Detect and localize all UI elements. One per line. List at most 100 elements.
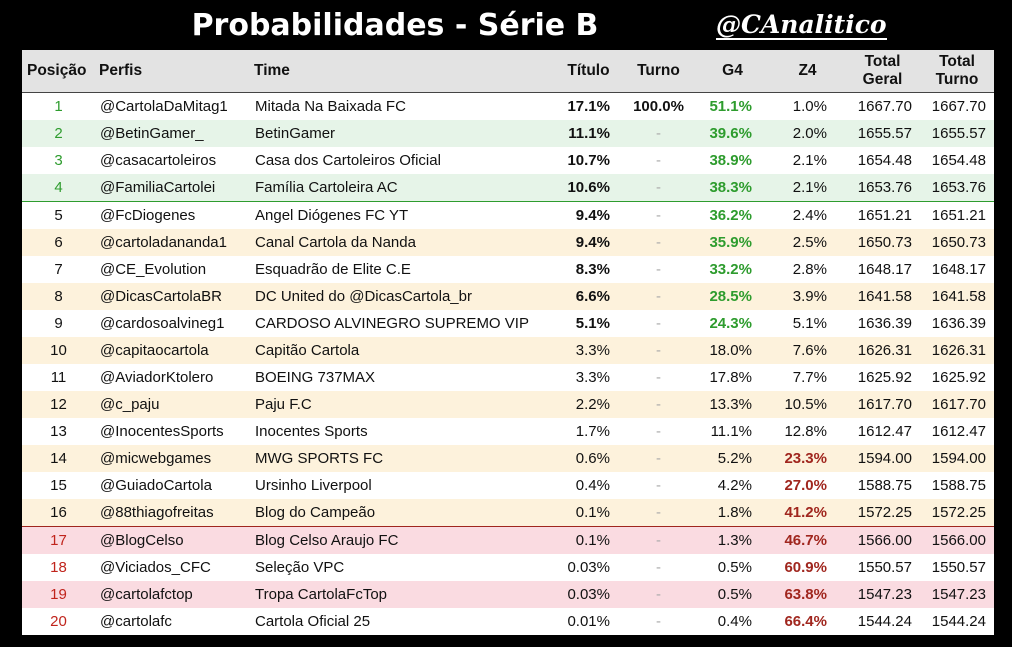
cell: - xyxy=(622,229,695,256)
cell: 39.6% xyxy=(695,120,770,147)
cell: 4.2% xyxy=(695,472,770,499)
cell: - xyxy=(622,391,695,418)
cell: 10.6% xyxy=(555,174,622,202)
cell: - xyxy=(622,201,695,229)
cell: @casacartoleiros xyxy=(95,147,250,174)
cell: 5 xyxy=(22,201,95,229)
cell: BOEING 737MAX xyxy=(250,364,555,391)
cell: Ursinho Liverpool xyxy=(250,472,555,499)
cell: 1572.25 xyxy=(920,499,994,527)
cell: 23.3% xyxy=(770,445,845,472)
cell: - xyxy=(622,283,695,310)
cell: Inocentes Sports xyxy=(250,418,555,445)
cell: CARDOSO ALVINEGRO SUPREMO VIP xyxy=(250,310,555,337)
cell: 5.2% xyxy=(695,445,770,472)
cell: 1566.00 xyxy=(845,526,920,554)
table-row: 15 @GuiadoCartola Ursinho Liverpool 0.4% -4.… xyxy=(22,472,994,499)
cell: 46.7% xyxy=(770,526,845,554)
cell: 7 xyxy=(22,256,95,283)
cell: - xyxy=(622,310,695,337)
brand: @CAnalitico xyxy=(716,10,887,40)
cell: 100.0% xyxy=(622,92,695,120)
cell: 33.2% xyxy=(695,256,770,283)
cell: @88thiagofreitas xyxy=(95,499,250,527)
cell: 1.0% xyxy=(770,92,845,120)
cell: 1654.48 xyxy=(845,147,920,174)
cell: Tropa CartolaFcTop xyxy=(250,581,555,608)
cell: Canal Cartola da Nanda xyxy=(250,229,555,256)
cell: 1625.92 xyxy=(845,364,920,391)
cell: 1625.92 xyxy=(920,364,994,391)
cell: 1588.75 xyxy=(845,472,920,499)
column-header: Perfis xyxy=(95,50,250,93)
cell: 2.0% xyxy=(770,120,845,147)
cell: MWG SPORTS FC xyxy=(250,445,555,472)
cell: 1667.70 xyxy=(920,92,994,120)
cell: 1612.47 xyxy=(920,418,994,445)
cell: 36.2% xyxy=(695,201,770,229)
cell: - xyxy=(622,147,695,174)
table-body: 1 @CartolaDaMitag1 Mitada Na Baixada FC 17.… xyxy=(22,92,994,635)
cell: @c_paju xyxy=(95,391,250,418)
cell: @FcDiogenes xyxy=(95,201,250,229)
table-row: 6 @cartoladananda1 Canal Cartola da Nanda 9… xyxy=(22,229,994,256)
table-row: 13 @InocentesSports Inocentes Sports 1.7% -1… xyxy=(22,418,994,445)
table-row: 17 @BlogCelso Blog Celso Araujo FC 0.1% -1.3… xyxy=(22,526,994,554)
cell: - xyxy=(622,499,695,527)
cell: 1588.75 xyxy=(920,472,994,499)
cell: 1667.70 xyxy=(845,92,920,120)
cell: 14 xyxy=(22,445,95,472)
cell: - xyxy=(622,445,695,472)
cell: 0.01% xyxy=(555,608,622,635)
cell: 1655.57 xyxy=(920,120,994,147)
table-row: 11 @AviadorKtolero BOEING 737MAX 3.3% -17.8%… xyxy=(22,364,994,391)
cell: 20 xyxy=(22,608,95,635)
cell: 1636.39 xyxy=(920,310,994,337)
cell: 1572.25 xyxy=(845,499,920,527)
cell: 1544.24 xyxy=(845,608,920,635)
cell: @AviadorKtolero xyxy=(95,364,250,391)
cell: 60.9% xyxy=(770,554,845,581)
cell: Mitada Na Baixada FC xyxy=(250,92,555,120)
cell: 2.1% xyxy=(770,174,845,202)
cell: - xyxy=(622,337,695,364)
table-row: 20 @cartolafc Cartola Oficial 25 0.01% -0.4%… xyxy=(22,608,994,635)
cell: @DicasCartolaBR xyxy=(95,283,250,310)
cell: 0.1% xyxy=(555,526,622,554)
cell: 1617.70 xyxy=(845,391,920,418)
cell: @FamiliaCartolei xyxy=(95,174,250,202)
cell: DC United do @DicasCartola_br xyxy=(250,283,555,310)
cell: 1544.24 xyxy=(920,608,994,635)
cell: 0.4% xyxy=(555,472,622,499)
cell: 1641.58 xyxy=(920,283,994,310)
cell: 8 xyxy=(22,283,95,310)
cell: 9.4% xyxy=(555,201,622,229)
cell: 1648.17 xyxy=(845,256,920,283)
cell: 2.2% xyxy=(555,391,622,418)
cell: 1550.57 xyxy=(845,554,920,581)
cell: 6.6% xyxy=(555,283,622,310)
cell: 6 xyxy=(22,229,95,256)
cell: Paju F.C xyxy=(250,391,555,418)
cell: Esquadrão de Elite C.E xyxy=(250,256,555,283)
cell: 1 xyxy=(22,92,95,120)
cell: 0.03% xyxy=(555,554,622,581)
cell: 63.8% xyxy=(770,581,845,608)
cell: - xyxy=(622,256,695,283)
cell: 66.4% xyxy=(770,608,845,635)
cell: 1650.73 xyxy=(845,229,920,256)
cell: 4 xyxy=(22,174,95,202)
cell: 1653.76 xyxy=(920,174,994,202)
cell: Família Cartoleira AC xyxy=(250,174,555,202)
cell: Seleção VPC xyxy=(250,554,555,581)
table-row: 9 @cardosoalvineg1 CARDOSO ALVINEGRO SUPRE… xyxy=(22,310,994,337)
cell: Capitão Cartola xyxy=(250,337,555,364)
cell: 16 xyxy=(22,499,95,527)
cell: @CE_Evolution xyxy=(95,256,250,283)
cell: 12 xyxy=(22,391,95,418)
table-row: 8 @DicasCartolaBR DC United do @DicasCarto… xyxy=(22,283,994,310)
cell: 10 xyxy=(22,337,95,364)
cell: 15 xyxy=(22,472,95,499)
cell: 38.9% xyxy=(695,147,770,174)
